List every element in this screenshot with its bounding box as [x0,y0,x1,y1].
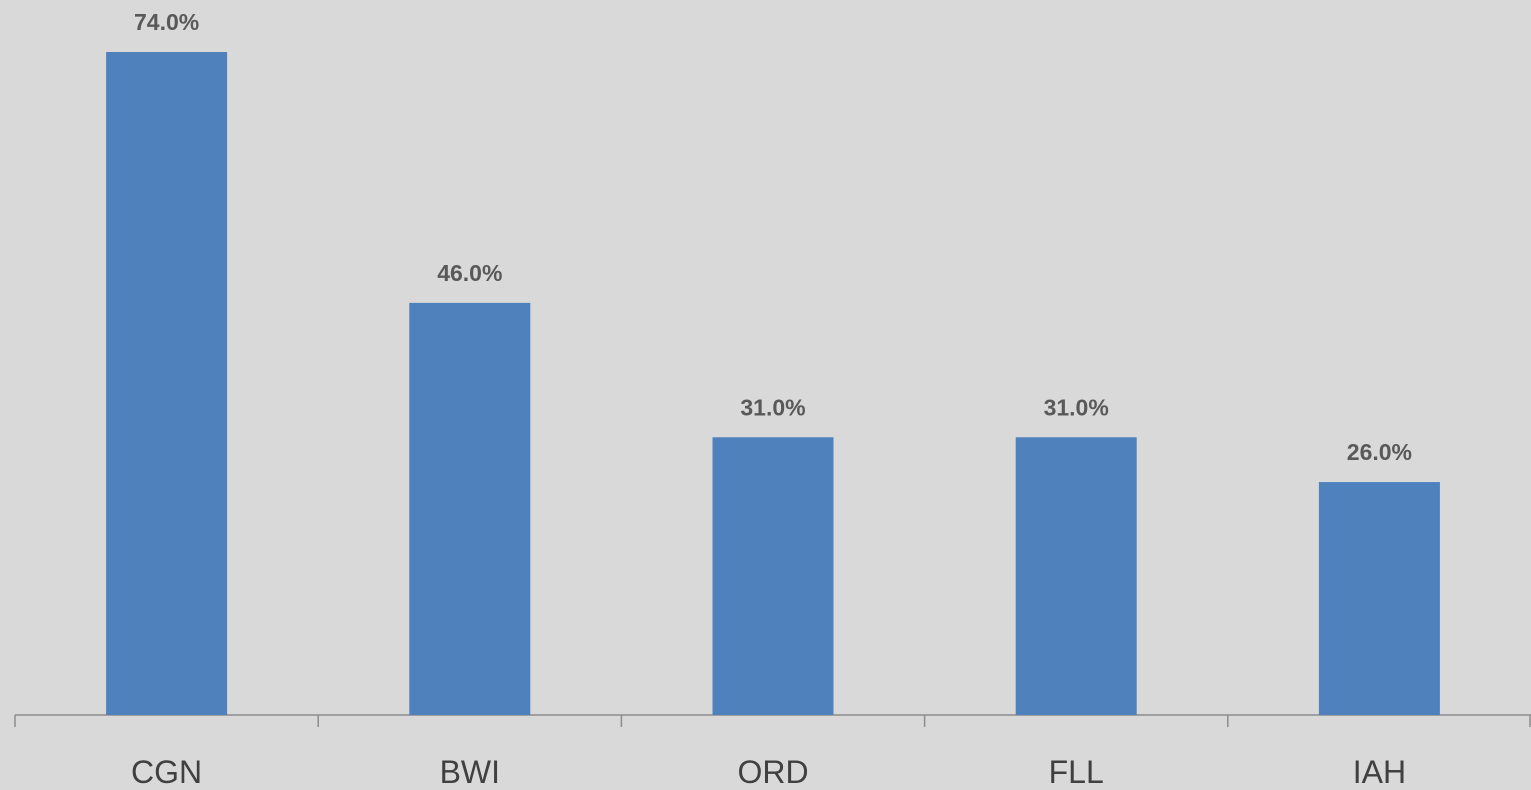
x-tick-label: FLL [1049,754,1104,790]
x-tick-label: CGN [131,754,202,790]
x-tick-label: IAH [1353,754,1406,790]
bar [712,437,834,715]
data-label: 46.0% [437,260,502,286]
bar [1015,437,1137,715]
data-label: 31.0% [1044,394,1109,420]
x-tick-label: ORD [737,754,808,790]
bar [1318,482,1440,715]
bar [106,52,228,715]
data-label: 74.0% [134,9,199,35]
bar [409,302,531,715]
data-label: 26.0% [1347,439,1412,465]
x-tick-label: BWI [440,754,500,790]
data-label: 31.0% [740,394,805,420]
